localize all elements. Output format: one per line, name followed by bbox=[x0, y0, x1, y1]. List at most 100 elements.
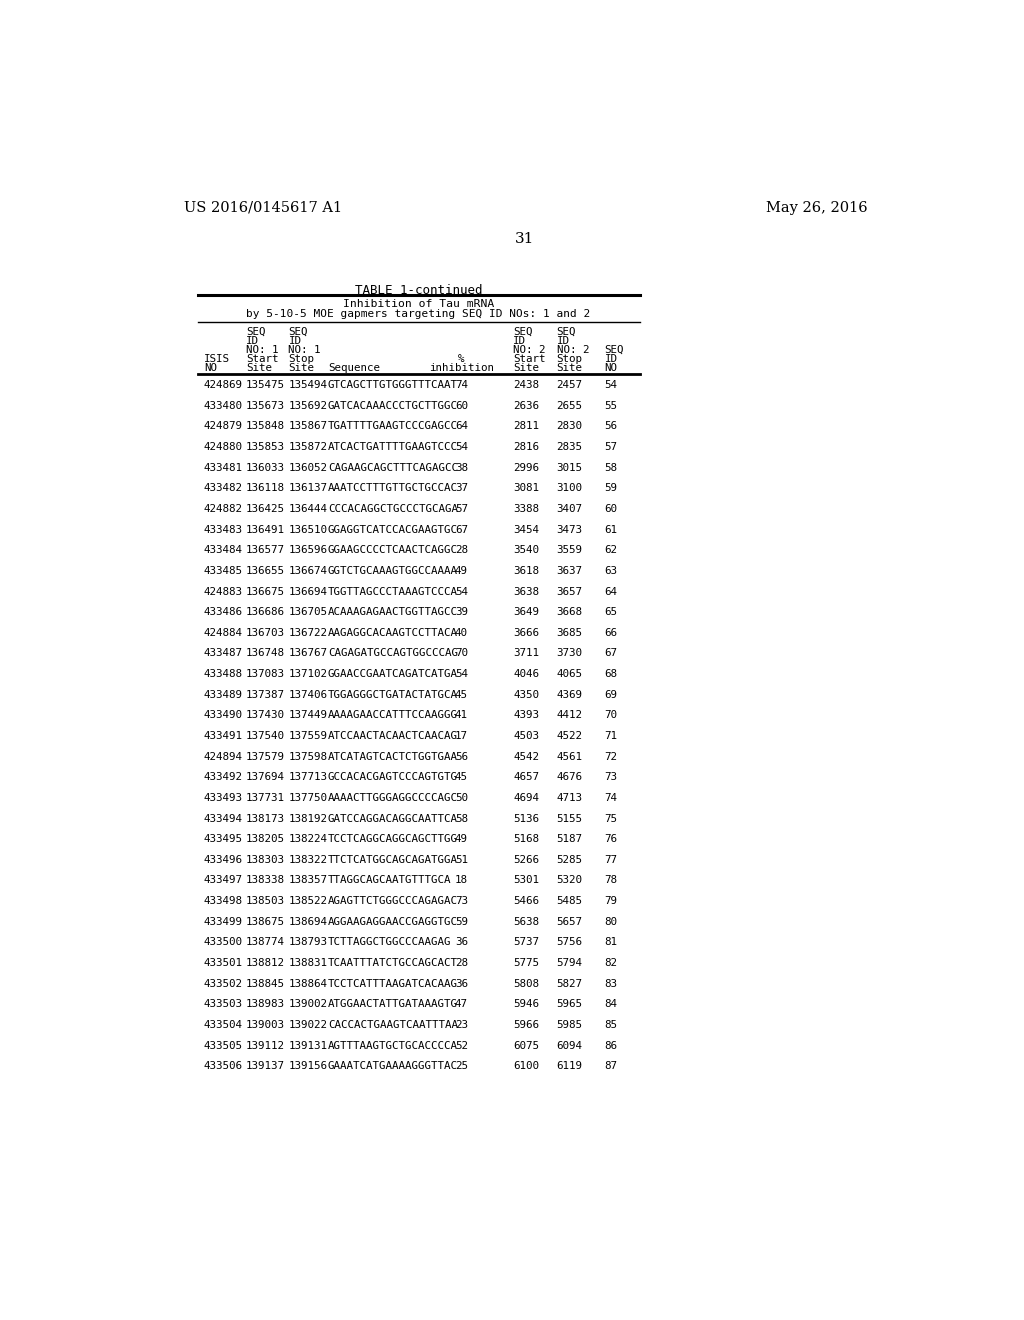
Text: 136425: 136425 bbox=[246, 504, 285, 513]
Text: 136052: 136052 bbox=[289, 463, 328, 473]
Text: 136722: 136722 bbox=[289, 628, 328, 638]
Text: 58: 58 bbox=[455, 813, 468, 824]
Text: 2830: 2830 bbox=[557, 421, 583, 432]
Text: 136137: 136137 bbox=[289, 483, 328, 494]
Text: 5965: 5965 bbox=[557, 999, 583, 1010]
Text: ID: ID bbox=[557, 335, 569, 346]
Text: 83: 83 bbox=[604, 978, 617, 989]
Text: 5737: 5737 bbox=[513, 937, 540, 948]
Text: Inhibition of Tau mRNA: Inhibition of Tau mRNA bbox=[343, 300, 495, 309]
Text: GGAGGTCATCCACGAAGTGC: GGAGGTCATCCACGAAGTGC bbox=[328, 524, 458, 535]
Text: 433485: 433485 bbox=[204, 566, 243, 576]
Text: 49: 49 bbox=[455, 834, 468, 845]
Text: 136577: 136577 bbox=[246, 545, 285, 556]
Text: 4561: 4561 bbox=[557, 751, 583, 762]
Text: 51: 51 bbox=[455, 855, 468, 865]
Text: 433491: 433491 bbox=[204, 731, 243, 741]
Text: 4657: 4657 bbox=[513, 772, 540, 783]
Text: 3668: 3668 bbox=[557, 607, 583, 618]
Text: 135872: 135872 bbox=[289, 442, 328, 451]
Text: 3081: 3081 bbox=[513, 483, 540, 494]
Text: 433490: 433490 bbox=[204, 710, 243, 721]
Text: 139112: 139112 bbox=[246, 1040, 285, 1051]
Text: 4393: 4393 bbox=[513, 710, 540, 721]
Text: 5485: 5485 bbox=[557, 896, 583, 906]
Text: 433483: 433483 bbox=[204, 524, 243, 535]
Text: 138173: 138173 bbox=[246, 813, 285, 824]
Text: 138983: 138983 bbox=[246, 999, 285, 1010]
Text: 137694: 137694 bbox=[246, 772, 285, 783]
Text: GCCACACGAGTCCCAGTGTG: GCCACACGAGTCCCAGTGTG bbox=[328, 772, 458, 783]
Text: 60: 60 bbox=[604, 504, 617, 513]
Text: 64: 64 bbox=[455, 421, 468, 432]
Text: 135848: 135848 bbox=[246, 421, 285, 432]
Text: 137449: 137449 bbox=[289, 710, 328, 721]
Text: GAAATCATGAAAAGGGTTAC: GAAATCATGAAAAGGGTTAC bbox=[328, 1061, 458, 1071]
Text: 138192: 138192 bbox=[289, 813, 328, 824]
Text: 85: 85 bbox=[604, 1020, 617, 1030]
Text: 136705: 136705 bbox=[289, 607, 328, 618]
Text: Site: Site bbox=[513, 363, 540, 374]
Text: 2816: 2816 bbox=[513, 442, 540, 451]
Text: Sequence: Sequence bbox=[328, 363, 380, 374]
Text: 3100: 3100 bbox=[557, 483, 583, 494]
Text: 136444: 136444 bbox=[289, 504, 328, 513]
Text: 424879: 424879 bbox=[204, 421, 243, 432]
Text: 23: 23 bbox=[455, 1020, 468, 1030]
Text: TGATTTTGAAGTCCCGAGCC: TGATTTTGAAGTCCCGAGCC bbox=[328, 421, 458, 432]
Text: 66: 66 bbox=[604, 628, 617, 638]
Text: 433495: 433495 bbox=[204, 834, 243, 845]
Text: AGAGTTCTGGGCCCAGAGAC: AGAGTTCTGGGCCCAGAGAC bbox=[328, 896, 458, 906]
Text: 18: 18 bbox=[455, 875, 468, 886]
Text: 47: 47 bbox=[455, 999, 468, 1010]
Text: 135692: 135692 bbox=[289, 401, 328, 411]
Text: 5168: 5168 bbox=[513, 834, 540, 845]
Text: CAGAAGCAGCTTTCAGAGCC: CAGAAGCAGCTTTCAGAGCC bbox=[328, 463, 458, 473]
Text: TTCTCATGGCAGCAGATGGA: TTCTCATGGCAGCAGATGGA bbox=[328, 855, 458, 865]
Text: 41: 41 bbox=[455, 710, 468, 721]
Text: 36: 36 bbox=[455, 937, 468, 948]
Text: ISIS: ISIS bbox=[204, 354, 230, 364]
Text: 5266: 5266 bbox=[513, 855, 540, 865]
Text: 3637: 3637 bbox=[557, 566, 583, 576]
Text: 424894: 424894 bbox=[204, 751, 243, 762]
Text: ATCCAACTACAACTCAACAG: ATCCAACTACAACTCAACAG bbox=[328, 731, 458, 741]
Text: 4412: 4412 bbox=[557, 710, 583, 721]
Text: 4503: 4503 bbox=[513, 731, 540, 741]
Text: by 5-10-5 MOE gapmers targeting SEQ ID NOs: 1 and 2: by 5-10-5 MOE gapmers targeting SEQ ID N… bbox=[247, 309, 591, 319]
Text: 137598: 137598 bbox=[289, 751, 328, 762]
Text: AGTTTAAGTGCTGCACCCCA: AGTTTAAGTGCTGCACCCCA bbox=[328, 1040, 458, 1051]
Text: SEQ: SEQ bbox=[246, 326, 265, 337]
Text: AAAACTTGGGAGGCCCCAGC: AAAACTTGGGAGGCCCCAGC bbox=[328, 793, 458, 803]
Text: 71: 71 bbox=[604, 731, 617, 741]
Text: 135853: 135853 bbox=[246, 442, 285, 451]
Text: 433504: 433504 bbox=[204, 1020, 243, 1030]
Text: 4542: 4542 bbox=[513, 751, 540, 762]
Text: 84: 84 bbox=[604, 999, 617, 1010]
Text: 59: 59 bbox=[455, 916, 468, 927]
Text: 138205: 138205 bbox=[246, 834, 285, 845]
Text: 433501: 433501 bbox=[204, 958, 243, 968]
Text: 5320: 5320 bbox=[557, 875, 583, 886]
Text: 424869: 424869 bbox=[204, 380, 243, 391]
Text: 75: 75 bbox=[604, 813, 617, 824]
Text: TCCTCAGGCAGGCAGCTTGG: TCCTCAGGCAGGCAGCTTGG bbox=[328, 834, 458, 845]
Text: 3473: 3473 bbox=[557, 524, 583, 535]
Text: 433486: 433486 bbox=[204, 607, 243, 618]
Text: ID: ID bbox=[513, 335, 526, 346]
Text: 138522: 138522 bbox=[289, 896, 328, 906]
Text: Start: Start bbox=[513, 354, 546, 364]
Text: 138845: 138845 bbox=[246, 978, 285, 989]
Text: 36: 36 bbox=[455, 978, 468, 989]
Text: TGGTTAGCCCTAAAGTCCCA: TGGTTAGCCCTAAAGTCCCA bbox=[328, 586, 458, 597]
Text: 433484: 433484 bbox=[204, 545, 243, 556]
Text: 3407: 3407 bbox=[557, 504, 583, 513]
Text: 5285: 5285 bbox=[557, 855, 583, 865]
Text: 136767: 136767 bbox=[289, 648, 328, 659]
Text: 67: 67 bbox=[455, 524, 468, 535]
Text: SEQ: SEQ bbox=[557, 326, 577, 337]
Text: 433487: 433487 bbox=[204, 648, 243, 659]
Text: 61: 61 bbox=[604, 524, 617, 535]
Text: 3559: 3559 bbox=[557, 545, 583, 556]
Text: 136694: 136694 bbox=[289, 586, 328, 597]
